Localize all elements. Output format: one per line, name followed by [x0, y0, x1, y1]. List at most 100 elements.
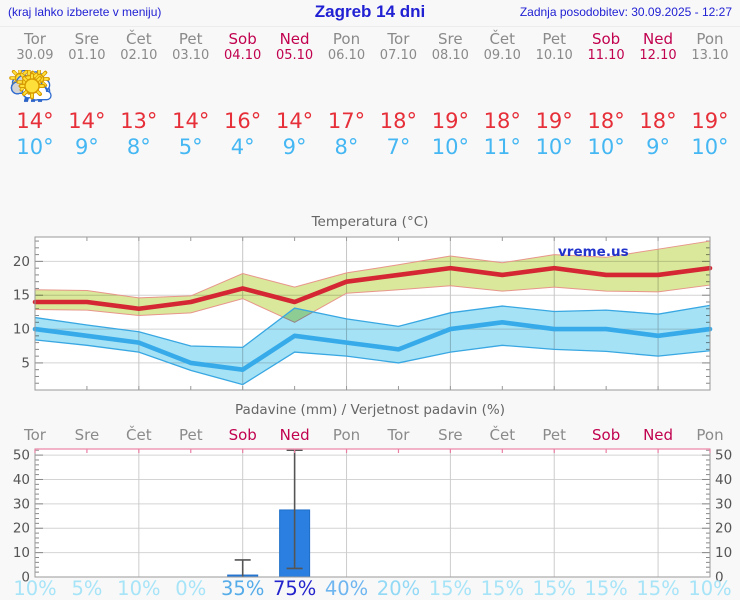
precip-probability-value: 15%	[480, 577, 524, 600]
precip-probability-value: 5%	[71, 577, 103, 600]
day-max-temp: 19°	[691, 109, 729, 133]
precip-probability-value: 15%	[584, 577, 628, 600]
day-date: 02.10	[120, 48, 158, 63]
day-name: Sob	[591, 30, 621, 48]
day-max-temp: 18°	[587, 109, 625, 133]
day-min-temp: 5°	[178, 135, 203, 159]
day-name: Pon	[332, 30, 361, 48]
sun-icon	[18, 70, 632, 104]
day-max-temp: 19°	[431, 109, 469, 133]
day-date: 04.10	[224, 48, 262, 63]
svg-text:40: 40	[13, 472, 30, 488]
svg-text:50: 50	[13, 448, 30, 464]
day-column: Tor 07.10 18° 7°	[16, 30, 424, 159]
day-column: Pet 10.10 19° 10°	[18, 31, 580, 159]
day-date: 30.09	[16, 48, 54, 63]
svg-text:40: 40	[715, 472, 732, 488]
day-min-temp: 8°	[126, 135, 151, 159]
temperature-chart: 5 10 15 20 vreme.us	[13, 236, 713, 391]
sun-icon	[18, 70, 476, 104]
svg-text:30: 30	[13, 496, 30, 512]
day-min-temp: 8°	[334, 135, 359, 159]
precip-probability-value: 15%	[428, 577, 473, 600]
day-name: Ned	[279, 30, 310, 48]
day-min-temp: 9°	[646, 135, 670, 159]
precipitation-day-labels: Tor Sre Čet Pet Sob Ned Pon Tor Sre Čet Pet Sob Ned P…	[0, 426, 740, 444]
temperature-chart-title: Temperatura (°C)	[311, 214, 429, 230]
day-max-temp: 19°	[535, 109, 573, 133]
sun-icon	[18, 70, 736, 104]
day-name: Pet	[178, 30, 203, 48]
day-min-temp: 4°	[230, 135, 255, 159]
precipitation-chart: 0 0 10 10 20 20 30 30 40 40 50 50	[13, 448, 732, 584]
precip-day-label: Sob	[228, 426, 257, 444]
day-min-temp: 9°	[282, 135, 307, 159]
day-column: Pet 03.10 14° 5°	[18, 30, 217, 159]
day-max-temp: 13°	[120, 109, 158, 133]
precip-day-label: Pet	[542, 426, 567, 444]
day-max-temp: 14°	[16, 109, 54, 133]
precip-day-label: Sre	[74, 426, 100, 444]
precip-day-label: Ned	[279, 426, 310, 444]
precip-day-label: Čet	[126, 426, 152, 444]
precip-day-label: Pon	[332, 426, 361, 444]
precipitation-probability-row: 10% 5% 10% 0% 35% 75% 40% 20% 15% 15% 15% 15% 15% 10%	[0, 577, 740, 600]
precip-day-label: Tor	[387, 426, 410, 444]
partly-icon	[10, 70, 373, 104]
partly-icon	[10, 70, 113, 104]
menu-hint-text: (kraj lahko izberete v meniju)	[8, 5, 162, 19]
day-name: Sre	[74, 30, 100, 48]
day-date: 08.10	[431, 48, 469, 63]
precip-probability-value: 10%	[117, 577, 161, 600]
day-column: Čet 02.10 13° 8°	[10, 30, 165, 159]
svg-text:10: 10	[715, 545, 732, 561]
day-column: Sre 01.10 14° 9°	[10, 30, 113, 159]
precip-day-label: Pet	[178, 426, 203, 444]
day-name: Tor	[387, 30, 410, 48]
precip-probability-value: 0%	[175, 577, 207, 600]
precip-day-label: Pon	[696, 426, 724, 444]
precipitation-chart-title: Padavine (mm) / Verjetnost padavin (%)	[235, 402, 505, 418]
day-min-temp: 10°	[431, 135, 469, 159]
precip-day-label: Sre	[438, 426, 463, 444]
sun-icon	[18, 70, 684, 104]
day-min-temp: 10°	[535, 135, 573, 159]
last-update-text: Zadnja posodobitev: 30.09.2025 - 12:27	[519, 5, 732, 19]
svg-text:5: 5	[21, 355, 30, 371]
svg-text:20: 20	[13, 521, 30, 537]
day-date: 10.10	[535, 48, 573, 63]
day-column: Sob 04.10 16° 4°	[11, 30, 269, 159]
day-name: Čet	[126, 30, 152, 48]
day-name: Ned	[643, 30, 674, 48]
day-date: 07.10	[379, 48, 418, 63]
day-date: 06.10	[327, 48, 366, 63]
svg-text:50: 50	[715, 448, 732, 464]
day-date: 13.10	[691, 48, 729, 63]
precip-day-label: Ned	[643, 426, 674, 444]
sun-icon	[18, 70, 528, 104]
day-date: 01.10	[68, 48, 106, 63]
precip-probability-value: 75%	[272, 577, 317, 600]
svg-text:20: 20	[715, 521, 732, 537]
precip-probability-value: 15%	[636, 577, 680, 600]
day-name: Sre	[438, 30, 463, 48]
day-date: 12.10	[639, 48, 677, 63]
day-date: 11.10	[587, 48, 625, 63]
header-divider	[0, 26, 740, 27]
precip-day-label: Čet	[489, 426, 516, 444]
day-name: Čet	[489, 30, 516, 48]
day-date: 03.10	[172, 48, 210, 63]
rain-icon	[11, 70, 269, 104]
day-min-temp: 7°	[386, 135, 411, 159]
day-column: Čet 09.10 18° 11°	[18, 30, 528, 159]
precip-probability-value: 10%	[688, 577, 732, 600]
watermark-text: vreme.us	[558, 244, 629, 260]
svg-text:30: 30	[715, 496, 732, 512]
day-min-temp: 10°	[16, 135, 54, 159]
day-name: Sob	[228, 30, 257, 48]
day-date: 09.10	[483, 48, 521, 63]
day-name: Tor	[23, 30, 46, 48]
day-max-temp: 18°	[379, 109, 418, 133]
svg-text:0: 0	[21, 570, 30, 584]
